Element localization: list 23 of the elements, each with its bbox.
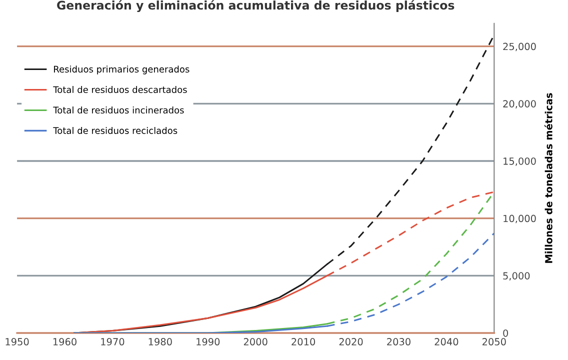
x-tick-label: 1950 (6, 338, 29, 346)
x-tick-label: 1960 (53, 338, 76, 346)
x-tick-label: 2050 (482, 338, 506, 346)
x-tick-label: 2020 (339, 338, 363, 346)
legend-label: Residuos primarios generados (54, 66, 190, 74)
y-tick-label: 25,000 (503, 42, 536, 52)
x-tick-label: 2030 (387, 338, 410, 346)
legend-label: Total de residuos reciclados (53, 127, 178, 134)
x-tick-label: 1990 (196, 338, 220, 346)
chart-title: Generación y eliminación acumulativa de residuos plásticos (57, 0, 454, 12)
x-tick-label: 2010 (292, 338, 316, 346)
y-tick-label: 5,000 (503, 272, 530, 280)
y-tick-label: 10,000 (504, 214, 536, 224)
y-tick-label: 15,000 (504, 157, 536, 166)
x-tick-label: 1980 (148, 338, 172, 346)
y-axis-title: Millones de toneladas métricas (544, 93, 552, 263)
legend-label: Total de residuos descartados (53, 86, 187, 94)
x-tick-label: 2040 (434, 338, 458, 346)
x-tick-label: 2000 (244, 338, 268, 346)
x-tick-label: 1970 (101, 338, 124, 346)
y-tick-label: 20,000 (503, 100, 536, 108)
legend-label: Total de residuos incinerados (53, 106, 184, 114)
y-tick-label: 0 (503, 329, 508, 337)
